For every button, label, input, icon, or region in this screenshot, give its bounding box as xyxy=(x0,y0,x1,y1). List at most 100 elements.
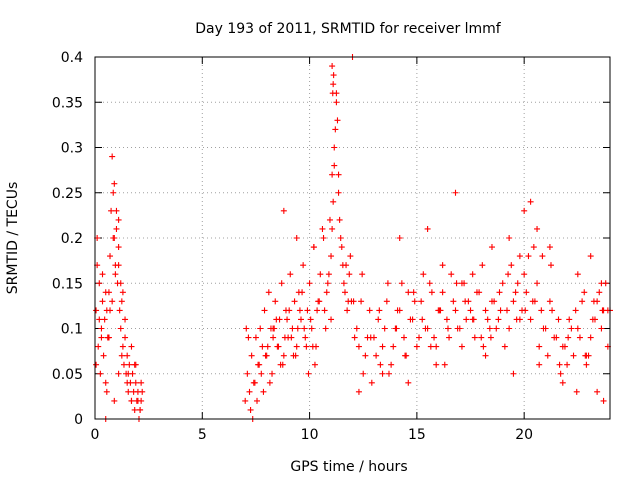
data-point xyxy=(504,307,510,314)
x-tick-label: 5 xyxy=(198,427,207,443)
data-point xyxy=(98,325,105,332)
data-point xyxy=(512,289,519,296)
data-point xyxy=(594,388,601,395)
data-point xyxy=(314,307,321,314)
data-point xyxy=(347,253,354,260)
data-point xyxy=(379,370,386,377)
data-point xyxy=(329,225,336,232)
data-point xyxy=(331,144,338,151)
x-tick-label: 0 xyxy=(91,427,100,443)
data-point xyxy=(107,253,114,260)
data-point xyxy=(439,289,446,296)
data-point xyxy=(292,352,299,359)
data-point xyxy=(265,289,272,296)
data-point xyxy=(482,352,489,359)
data-point xyxy=(479,262,486,269)
data-point xyxy=(280,352,287,359)
data-point xyxy=(583,352,590,359)
data-point xyxy=(332,126,339,133)
data-point xyxy=(538,307,545,314)
data-point xyxy=(377,361,384,368)
data-point xyxy=(527,316,534,323)
data-point xyxy=(448,271,455,278)
data-point xyxy=(431,334,438,341)
data-point xyxy=(291,298,298,305)
data-point xyxy=(579,298,586,305)
data-point xyxy=(373,352,380,359)
data-point xyxy=(557,370,564,377)
data-point xyxy=(471,334,478,341)
data-point xyxy=(534,280,541,287)
data-point xyxy=(536,361,543,368)
data-point xyxy=(96,316,103,323)
data-point xyxy=(113,225,120,232)
data-point xyxy=(246,388,253,395)
data-point xyxy=(587,334,594,341)
data-point xyxy=(115,216,122,223)
data-point xyxy=(117,280,124,287)
data-point xyxy=(115,370,122,377)
data-point xyxy=(376,307,383,314)
data-point xyxy=(355,343,362,350)
data-point xyxy=(467,307,474,314)
data-point xyxy=(122,334,129,341)
data-point xyxy=(565,334,572,341)
data-point xyxy=(260,388,267,395)
data-point xyxy=(125,370,132,377)
data-point xyxy=(270,334,277,341)
data-point xyxy=(110,235,117,241)
data-point xyxy=(416,334,423,341)
data-point xyxy=(583,361,590,368)
data-point xyxy=(329,171,336,178)
data-point xyxy=(266,379,273,386)
data-point xyxy=(95,343,102,350)
data-point xyxy=(433,343,440,350)
y-tick-label: 0.1 xyxy=(61,322,83,338)
data-point xyxy=(499,280,506,287)
y-tick-label: 0 xyxy=(74,412,83,428)
data-point xyxy=(522,307,529,314)
data-point xyxy=(319,225,326,232)
data-point xyxy=(117,325,124,332)
data-point xyxy=(555,316,562,323)
data-points xyxy=(93,54,613,422)
data-point xyxy=(300,262,307,269)
data-point xyxy=(401,334,407,341)
data-point xyxy=(293,235,300,241)
data-point xyxy=(444,325,451,332)
data-point xyxy=(478,334,485,341)
data-point xyxy=(122,316,129,323)
data-point xyxy=(103,388,110,395)
data-point xyxy=(330,72,337,79)
data-point xyxy=(581,289,588,296)
data-point xyxy=(446,334,453,341)
data-point xyxy=(131,406,138,413)
data-point xyxy=(119,289,126,296)
data-point xyxy=(379,343,386,350)
data-point xyxy=(454,325,461,332)
data-point xyxy=(303,343,310,350)
y-tick-label: 0.3 xyxy=(61,141,83,157)
data-point xyxy=(99,271,106,278)
data-point xyxy=(396,235,403,241)
data-point xyxy=(284,316,291,323)
data-point xyxy=(458,280,465,287)
data-point xyxy=(108,207,115,214)
data-point xyxy=(138,379,145,386)
data-point xyxy=(441,361,448,368)
data-point xyxy=(561,343,568,350)
data-point xyxy=(572,307,579,314)
data-point xyxy=(574,271,581,278)
data-point xyxy=(360,370,367,377)
data-point xyxy=(261,307,268,314)
data-point xyxy=(262,352,269,359)
data-point xyxy=(424,325,431,332)
data-point xyxy=(506,235,513,241)
data-point xyxy=(384,280,391,287)
plot-frame xyxy=(94,56,611,420)
data-point xyxy=(596,289,603,296)
data-point xyxy=(587,253,594,260)
data-point xyxy=(564,361,571,368)
data-point xyxy=(302,334,309,341)
